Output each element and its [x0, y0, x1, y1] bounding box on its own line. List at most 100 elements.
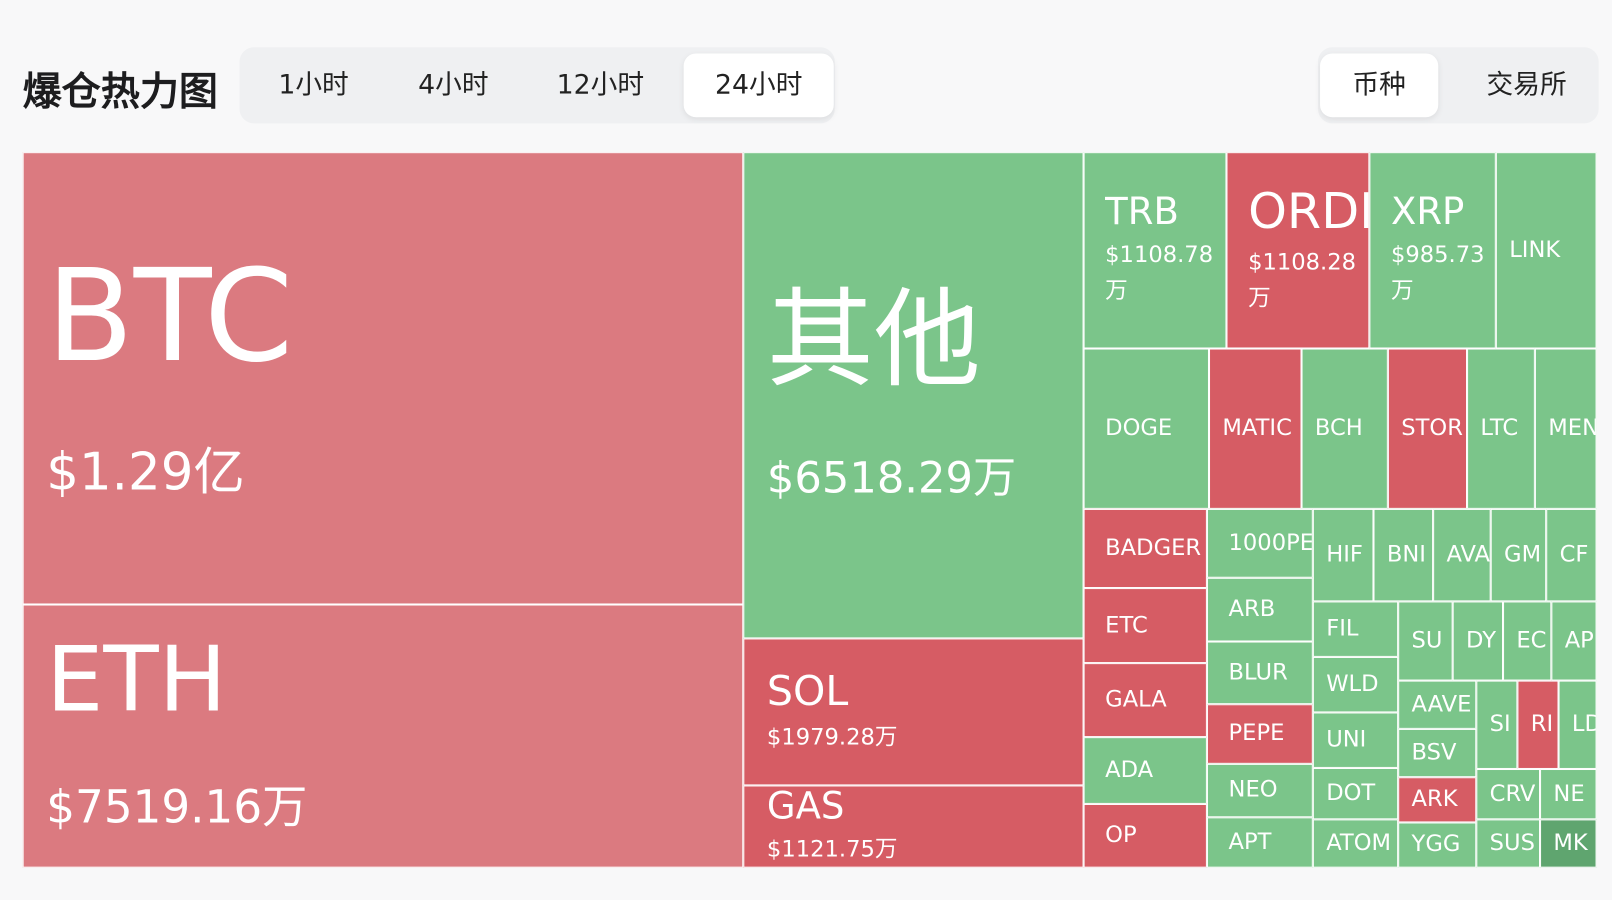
heatmap-tile[interactable]: ORDI $1108.28万 — [1226, 152, 1370, 349]
heatmap-tile[interactable]: BSV — [1398, 728, 1477, 778]
heatmap-tile[interactable]: STOR — [1387, 348, 1468, 509]
heatmap-tile[interactable]: 其他 $6518.29万 — [743, 152, 1084, 639]
tile-label: NEO — [1228, 777, 1278, 804]
tile-label: AVA — [1446, 542, 1491, 568]
heatmap-tile[interactable]: CRV — [1476, 768, 1541, 820]
group-tab[interactable]: 交易所 — [1486, 69, 1567, 101]
tile-label: DOGE — [1105, 415, 1173, 442]
tile-label: BADGER — [1105, 535, 1202, 562]
heatmap-tile[interactable]: YGG — [1398, 822, 1477, 868]
tile-label: APT — [1228, 829, 1272, 856]
tile-label: SUS — [1489, 830, 1535, 857]
heatmap-tile[interactable]: TRB $1108.78万 — [1083, 152, 1227, 349]
tile-value: $1.29亿 — [46, 442, 245, 502]
page-title: 爆仓热力图 — [22, 68, 218, 115]
tile-value: $1121.75万 — [766, 836, 898, 863]
heatmap-tile[interactable]: ATOM — [1312, 819, 1399, 868]
heatmap-tile[interactable]: ETH $7519.16万 — [22, 604, 744, 868]
tile-label: AP — [1564, 627, 1594, 654]
heatmap-tile[interactable]: DY — [1452, 601, 1504, 681]
heatmap-tile[interactable]: MEN — [1534, 348, 1597, 509]
tile-label: STOR — [1401, 415, 1463, 442]
heatmap-tile[interactable]: PEPE — [1206, 704, 1313, 764]
heatmap-tile[interactable]: GM — [1490, 508, 1547, 602]
tile-label: LTC — [1480, 415, 1519, 442]
tile-label: RI — [1530, 711, 1554, 738]
tile-label: ARB — [1228, 596, 1276, 623]
tile-label: MK — [1553, 830, 1588, 857]
tile-label: 其他 — [766, 276, 981, 403]
tile-value: $7519.16万 — [46, 781, 308, 835]
tile-label: UNI — [1326, 727, 1367, 753]
tile-label: BNI — [1386, 542, 1426, 568]
heatmap-tile[interactable]: ARB — [1206, 577, 1313, 642]
time-tab[interactable]: 1小时 — [278, 69, 349, 101]
heatmap-tile[interactable]: WLD — [1312, 656, 1399, 713]
heatmap-tile[interactable]: GAS $1121.75万 — [743, 785, 1084, 868]
heatmap-tile[interactable]: BADGER — [1083, 508, 1207, 589]
heatmap-tile[interactable]: UNI — [1312, 712, 1399, 768]
tile-label: AAVE — [1411, 691, 1472, 718]
heatmap-tile[interactable]: XRP $985.73万 — [1369, 152, 1496, 349]
heatmap-tile[interactable]: SUS — [1476, 819, 1541, 868]
heatmap-tile[interactable]: MATIC — [1208, 348, 1302, 509]
group-tab[interactable]: 币种 — [1320, 53, 1439, 118]
tile-value: $1108.78万 — [1105, 242, 1214, 305]
tile-label: MATIC — [1222, 415, 1292, 442]
tile-label: GM — [1504, 542, 1542, 568]
heatmap-tile[interactable]: CF — [1546, 508, 1597, 602]
time-tab[interactable]: 12小时 — [556, 69, 645, 101]
tile-label: MEN — [1548, 415, 1597, 442]
tile-label: GAS — [766, 785, 845, 828]
heatmap-tile[interactable]: RI — [1517, 680, 1559, 769]
tile-label: CRV — [1489, 781, 1536, 807]
heatmap-tile[interactable]: GALA — [1083, 663, 1207, 738]
tile-label: PEPE — [1228, 721, 1285, 747]
heatmap-tile[interactable]: ARK — [1398, 777, 1477, 823]
tile-label: BTC — [46, 242, 294, 391]
tile-label: SI — [1489, 711, 1511, 738]
heatmap-tile[interactable]: SI — [1476, 680, 1518, 769]
time-tab[interactable]: 4小时 — [418, 69, 489, 101]
heatmap-tile[interactable]: SU — [1398, 601, 1453, 681]
tile-label: XRP — [1390, 190, 1465, 233]
heatmap-tile[interactable]: DOGE — [1083, 348, 1209, 509]
heatmap-tile[interactable]: ETC — [1083, 588, 1207, 664]
heatmap-tile[interactable]: NEO — [1206, 763, 1313, 818]
heatmap-tile[interactable]: BLUR — [1206, 641, 1313, 705]
heatmap-tile[interactable]: AP — [1551, 601, 1597, 681]
tile-label: HIF — [1326, 542, 1363, 568]
tile-label: NE — [1553, 781, 1585, 807]
tile-label: LD — [1571, 711, 1596, 738]
heatmap-tile[interactable]: BTC $1.29亿 — [22, 152, 744, 605]
heatmap-tile[interactable]: APT — [1206, 817, 1313, 868]
tile-label: GALA — [1105, 687, 1167, 713]
heatmap-tile[interactable]: MK — [1540, 819, 1597, 868]
time-tab[interactable]: 24小时 — [683, 53, 834, 118]
tile-label: CF — [1559, 542, 1589, 568]
heatmap-tile[interactable]: FIL — [1312, 601, 1399, 657]
tile-label: EC — [1516, 627, 1547, 654]
heatmap-tile[interactable]: HIF — [1312, 508, 1374, 602]
tile-label: FIL — [1326, 616, 1359, 642]
heatmap-tile[interactable]: LTC — [1467, 348, 1535, 509]
heatmap-tile[interactable]: ADA — [1083, 737, 1207, 804]
heatmap-tile[interactable]: BCH — [1301, 348, 1388, 509]
heatmap-tile[interactable]: BNI — [1373, 508, 1434, 602]
heatmap-tile[interactable]: DOT — [1312, 767, 1399, 820]
heatmap-tile[interactable]: SOL $1979.28万 — [743, 638, 1084, 786]
tile-label: ARK — [1411, 786, 1458, 813]
heatmap-tile[interactable]: LD — [1558, 680, 1597, 769]
heatmap-tile[interactable]: AAVE — [1398, 680, 1477, 729]
heatmap-tile[interactable]: NE — [1540, 768, 1597, 820]
heatmap-tile[interactable]: AVA — [1433, 508, 1491, 602]
time-tabs: 1小时 4小时 12小时 24小时 — [239, 47, 835, 124]
tile-value: $1108.28万 — [1248, 249, 1356, 312]
heatmap-tile[interactable]: LINK — [1495, 152, 1597, 349]
tile-label: 1000PE — [1228, 530, 1313, 557]
heatmap-tile[interactable]: OP — [1083, 803, 1207, 868]
heatmap-tile[interactable]: 1000PE — [1206, 508, 1313, 578]
heatmap-tile[interactable]: EC — [1503, 601, 1552, 681]
